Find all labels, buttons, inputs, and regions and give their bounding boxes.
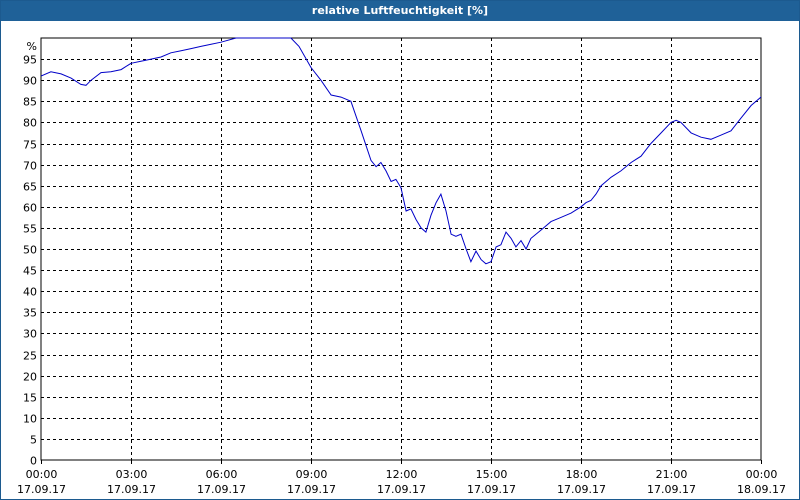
x-tick-date-label: 17.09.17 [467,483,516,496]
x-tick-date-label: 17.09.17 [647,483,696,496]
x-tick-time-label: 09:00 [296,468,328,481]
x-tick-time-label: 18:00 [566,468,598,481]
x-tick-time-label: 03:00 [116,468,148,481]
y-tick-label: 50 [23,244,37,257]
x-tick-time-label: 06:00 [206,468,238,481]
x-tick-date-label: 17.09.17 [557,483,606,496]
x-tick-time-label: 21:00 [656,468,688,481]
y-tick-label: 80 [23,117,37,130]
y-tick-label: 0 [30,455,37,468]
x-tick-date-label: 17.09.17 [17,483,66,496]
y-tick-label: 65 [23,181,37,194]
y-tick-label: 20 [23,371,37,384]
y-tick-label: 30 [23,328,37,341]
x-tick-date-label: 17.09.17 [107,483,156,496]
y-tick-label: 60 [23,202,37,215]
y-tick-label: 75 [23,139,37,152]
x-tick-time-label: 15:00 [476,468,508,481]
y-tick-label: 85 [23,96,37,109]
x-tick-time-label: 12:00 [386,468,418,481]
y-tick-label: 95 [23,54,37,67]
x-tick-time-label: 00:00 [26,468,58,481]
humidity-series-line [41,37,761,265]
y-tick-label: 40 [23,286,37,299]
y-tick-label: 35 [23,307,37,320]
x-tick-date-label: 17.09.17 [197,483,246,496]
x-tick-time-label: 00:00 [746,468,778,481]
y-tick-label: 70 [23,160,37,173]
y-tick-label: 25 [23,350,37,363]
x-tick-date-label: 17.09.17 [377,483,426,496]
y-tick-label: 90 [23,75,37,88]
y-tick-label: 45 [23,265,37,278]
y-tick-label: 10 [23,413,37,426]
x-tick-date-label: 18.09.17 [737,483,786,496]
y-tick-label: 55 [23,223,37,236]
chart-title: relative Luftfeuchtigkeit [%] [1,1,799,21]
y-tick-label: 5 [30,434,37,447]
y-tick-label: 15 [23,392,37,405]
y-axis-unit-label: % [27,40,37,53]
x-tick-date-label: 17.09.17 [287,483,336,496]
